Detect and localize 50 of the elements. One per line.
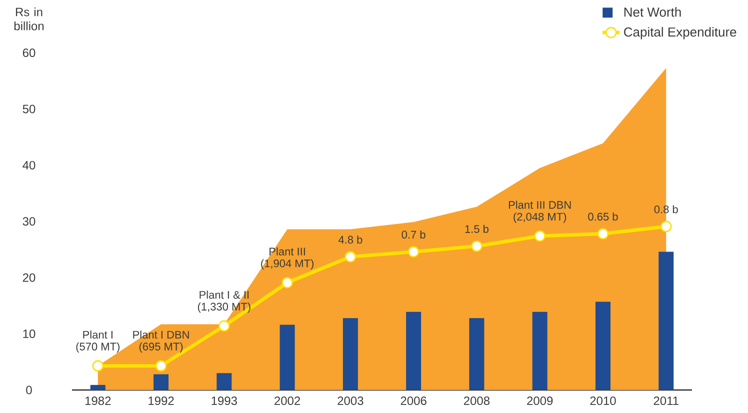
bar: [90, 384, 106, 390]
bar: [342, 318, 358, 390]
annotation: 1.5 b: [465, 224, 488, 233]
annotation: (2,048 MT): [514, 212, 566, 223]
x-tick-label: 2002: [274, 396, 300, 406]
bar: [658, 252, 674, 390]
annotation: 0.65 b: [588, 212, 618, 221]
x-tick-label: 1992: [148, 396, 174, 406]
point: [282, 277, 293, 288]
point: [408, 246, 420, 258]
y-tick-label: 30: [22, 217, 36, 226]
x-tick-label: 2010: [590, 396, 616, 406]
annotation: Plant III DBN: [508, 200, 571, 209]
point: [92, 360, 104, 372]
y-tick-label: 10: [23, 330, 36, 338]
x-tick-label: 2011: [654, 396, 678, 406]
point: [660, 220, 672, 232]
point: [471, 240, 482, 252]
annotation: Plant I & II: [200, 290, 249, 299]
annotation: 0.7 b: [402, 230, 426, 239]
point: [534, 230, 546, 242]
x-tick-label: 1993: [212, 396, 237, 406]
y-tick-label: 60: [22, 48, 36, 58]
bar: [280, 324, 295, 390]
point: [344, 251, 356, 262]
annotation: Plant I: [83, 330, 112, 339]
bar: [595, 302, 610, 390]
x-tick-label: 1982: [85, 396, 111, 406]
x-tick-label: 2006: [400, 396, 426, 406]
x-tick-label: 2009: [527, 396, 553, 406]
point: [155, 360, 167, 372]
bar: [154, 374, 169, 390]
y-tick-label: 50: [22, 104, 36, 114]
bar: [216, 373, 232, 390]
y-tick-label: 20: [22, 273, 36, 282]
y-tick-label: 40: [22, 160, 36, 170]
x-tick-label: 2003: [338, 396, 364, 406]
point: [597, 228, 609, 240]
x-tick-label: 2008: [464, 396, 490, 406]
annotation: 4.8 b: [338, 236, 362, 244]
point: [218, 320, 230, 332]
y-axis-title: Rs in billion: [14, 7, 44, 30]
bar: [532, 312, 548, 390]
annotation: (695 MT): [139, 342, 183, 353]
bar: [469, 318, 484, 390]
y-tick-label: 0: [26, 386, 32, 394]
legend-label: Net Worth: [624, 7, 681, 17]
annotation: (570 MT): [76, 342, 120, 353]
legend-label: Capital Expenditure: [624, 27, 736, 40]
bar: [406, 312, 422, 390]
